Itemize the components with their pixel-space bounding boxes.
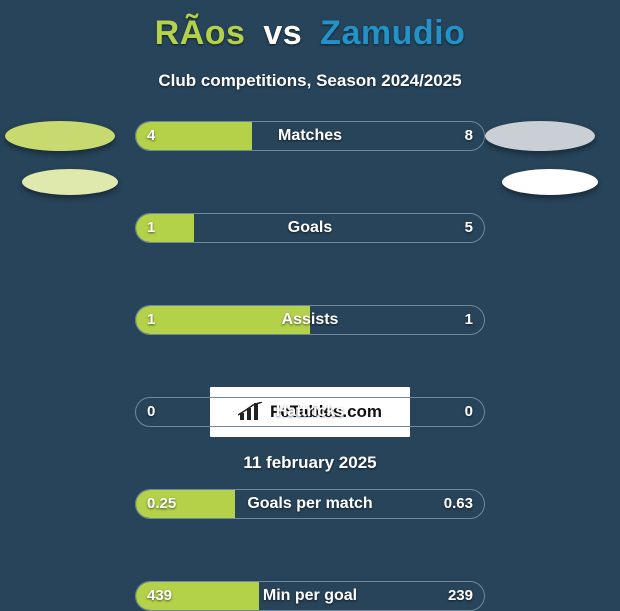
bar-fill bbox=[136, 214, 194, 242]
stat-value-left: 1 bbox=[147, 213, 155, 243]
stat-value-left: 0 bbox=[147, 397, 155, 427]
footer-date: 11 february 2025 bbox=[0, 453, 620, 473]
vs-text: vs bbox=[263, 14, 302, 52]
bar-track bbox=[135, 489, 485, 519]
stat-row: Goals per match0.250.63 bbox=[0, 489, 620, 519]
ellipse-left-inner bbox=[22, 169, 118, 195]
bar-track bbox=[135, 121, 485, 151]
stats-stage: Matches48Goals15Assists11Hattricks00Goal… bbox=[0, 121, 620, 381]
stat-value-left: 439 bbox=[147, 581, 172, 611]
bar-track bbox=[135, 213, 485, 243]
stat-row: Min per goal439239 bbox=[0, 581, 620, 611]
stat-value-left: 4 bbox=[147, 121, 155, 151]
stat-value-right: 1 bbox=[465, 305, 473, 335]
stat-value-left: 0.25 bbox=[147, 489, 176, 519]
stat-value-right: 0 bbox=[465, 397, 473, 427]
subtitle: Club competitions, Season 2024/2025 bbox=[0, 71, 620, 91]
stat-value-right: 8 bbox=[465, 121, 473, 151]
ellipse-right-inner bbox=[502, 169, 598, 195]
stat-row: Hattricks00 bbox=[0, 397, 620, 427]
bar-track bbox=[135, 397, 485, 427]
stat-row: Goals15 bbox=[0, 213, 620, 243]
bar-track bbox=[135, 581, 485, 611]
ellipse-left-outer bbox=[5, 121, 115, 151]
player2-name: Zamudio bbox=[320, 14, 465, 52]
bar-fill bbox=[136, 306, 310, 334]
ellipse-right-outer bbox=[485, 121, 595, 151]
player1-name: RÃ­os bbox=[155, 14, 246, 52]
stat-value-right: 5 bbox=[465, 213, 473, 243]
bar-track bbox=[135, 305, 485, 335]
stat-value-right: 239 bbox=[448, 581, 473, 611]
stat-value-right: 0.63 bbox=[444, 489, 473, 519]
stat-row: Assists11 bbox=[0, 305, 620, 335]
page-title: RÃ­os vs Zamudio bbox=[0, 14, 620, 53]
stat-value-left: 1 bbox=[147, 305, 155, 335]
